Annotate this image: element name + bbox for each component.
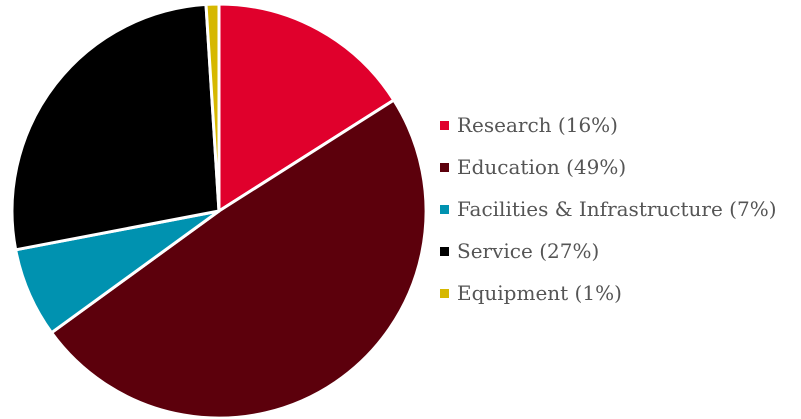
legend-label: Facilities & Infrastructure (7%)	[457, 197, 777, 221]
legend-item-education: Education (49%)	[440, 146, 777, 188]
legend-label: Research (16%)	[457, 113, 618, 137]
legend-label: Service (27%)	[457, 239, 600, 263]
legend-label: Equipment (1%)	[457, 281, 622, 305]
legend-swatch	[440, 162, 449, 172]
legend-item-research: Research (16%)	[440, 104, 777, 146]
pie-slice-equipment	[204, 2, 221, 213]
pie-svg	[10, 2, 428, 419]
legend-label: Education (49%)	[457, 155, 627, 179]
legend-swatch	[440, 246, 449, 256]
legend-swatch	[440, 288, 449, 298]
pie-slice-service	[10, 2, 221, 252]
legend-swatch	[440, 120, 449, 130]
legend-item-facilities-and-infrastructure: Facilities & Infrastructure (7%)	[440, 188, 777, 230]
legend: Research (16%) Education (49%) Facilities …	[440, 104, 777, 314]
legend-item-equipment: Equipment (1%)	[440, 272, 777, 314]
pie-slice-research	[217, 2, 396, 213]
legend-item-service: Service (27%)	[440, 230, 777, 272]
legend-swatch	[440, 204, 449, 214]
pie-slice-education	[50, 98, 428, 419]
